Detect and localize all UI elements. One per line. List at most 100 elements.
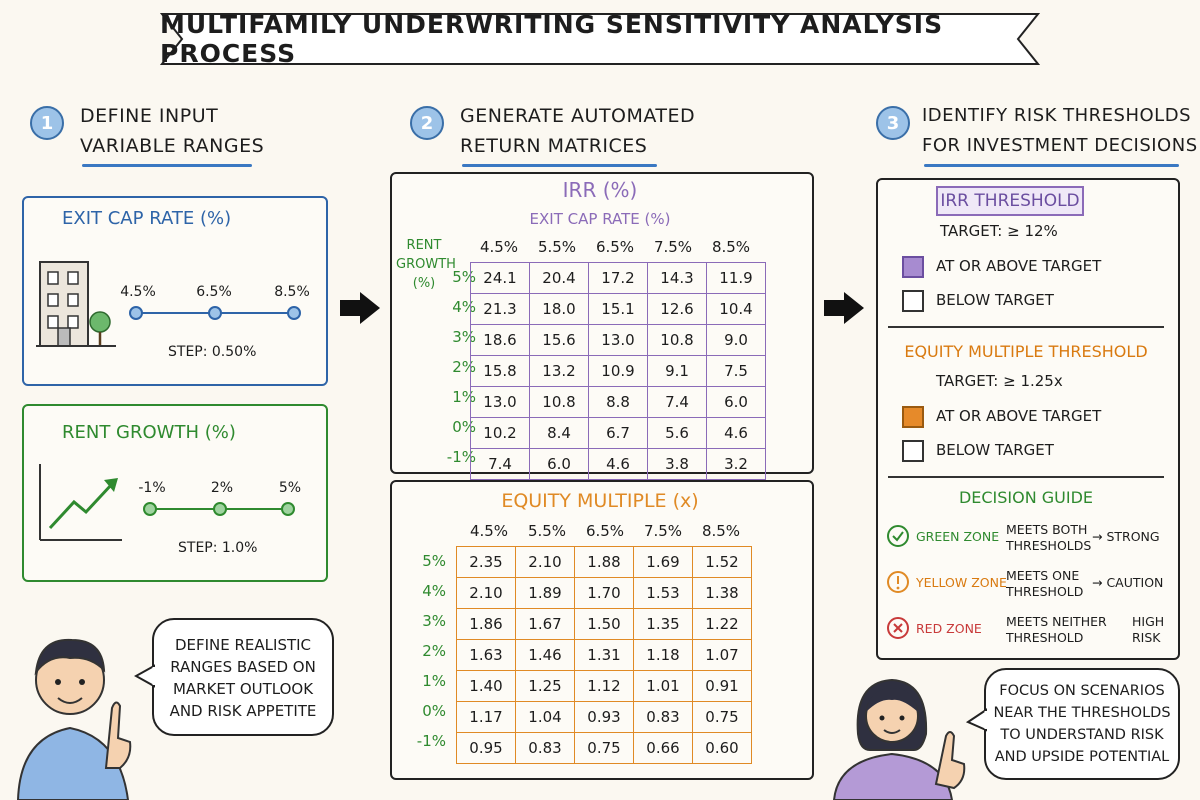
equity-cell: 1.53 — [633, 577, 693, 609]
speech-bubble-left: DEFINE REALISTIC RANGES BASED ON MARKET … — [152, 618, 334, 736]
step-1-number: 1 — [30, 106, 64, 140]
irr-threshold-title: IRR THRESHOLD — [936, 186, 1084, 216]
equity-cell: 1.50 — [574, 608, 634, 640]
step-1-underline — [82, 164, 252, 167]
red-result-2: RISK — [1132, 630, 1161, 645]
irr-cell: 11.9 — [706, 262, 766, 294]
step-2-line1: GENERATE AUTOMATED — [460, 105, 696, 127]
building-icon — [36, 261, 116, 347]
bubble-right-line1: FOCUS ON SCENARIOS — [999, 683, 1165, 699]
equity-cell: 0.83 — [515, 732, 575, 764]
man-pointing-illustration — [16, 638, 132, 800]
irr-cell: 5.6 — [647, 417, 707, 449]
equity-cell: 0.91 — [692, 670, 752, 702]
equity-cell: 1.18 — [633, 639, 693, 671]
step-2-heading: GENERATE AUTOMATED RETURN MATRICES — [460, 101, 695, 161]
step-3-heading: IDENTIFY RISK THRESHOLDS FOR INVESTMENT … — [922, 101, 1198, 161]
step-3-line1: IDENTIFY RISK THRESHOLDS — [922, 105, 1192, 126]
yellow-desc-1: MEETS ONE — [1006, 568, 1080, 583]
step-2-line2: RETURN MATRICES — [460, 135, 648, 157]
step-2-number: 2 — [410, 106, 444, 140]
equity-row-headers: 5% 4% 3% 2% 1% 0% -1% — [410, 546, 446, 756]
rent-growth-min: -1% — [138, 480, 166, 496]
speech-bubble-right: FOCUS ON SCENARIOS NEAR THE THRESHOLDS T… — [984, 668, 1180, 780]
irr-col-header: 7.5% — [653, 238, 693, 256]
irr-cell: 10.9 — [588, 355, 648, 387]
red-desc-1: MEETS NEITHER — [1006, 614, 1107, 629]
irr-cell: 15.8 — [470, 355, 530, 387]
irr-cell: 14.3 — [647, 262, 707, 294]
irr-row-header: -1% — [446, 448, 476, 466]
bubble-left-tail — [134, 664, 156, 688]
equity-cell: 1.22 — [692, 608, 752, 640]
equity-matrix-table: 2.35 2.10 1.88 1.69 1.52 2.10 1.89 1.70 1.53 1.38… — [456, 546, 752, 764]
equity-cell: 1.69 — [633, 546, 693, 578]
bubble-left-line2: RANGES BASED ON — [170, 658, 316, 676]
equity-cell: 1.63 — [456, 639, 516, 671]
irr-row-title-2: GROWTH — [396, 257, 456, 272]
green-zone-desc: MEETS BOTH THRESHOLDS — [1006, 522, 1091, 554]
bubble-left-line3: MARKET OUTLOOK — [172, 680, 314, 698]
equity-col-header: 5.5% — [527, 522, 567, 540]
equity-cell: 0.75 — [692, 701, 752, 733]
step-3-line2: FOR INVESTMENT DECISIONS — [922, 135, 1198, 156]
equity-cell: 1.70 — [574, 577, 634, 609]
table-row: 1.63 1.46 1.31 1.18 1.07 — [456, 639, 752, 671]
equity-threshold-target: TARGET: ≥ 1.25x — [936, 372, 1063, 390]
equity-cell: 0.93 — [574, 701, 634, 733]
table-row: 10.2 8.4 6.7 5.6 4.6 — [470, 417, 766, 449]
equity-cell: 1.35 — [633, 608, 693, 640]
irr-col-header: 4.5% — [479, 238, 519, 256]
equity-cell: 1.17 — [456, 701, 516, 733]
yellow-zone-desc: MEETS ONE THRESHOLD — [1006, 568, 1083, 600]
title-banner — [160, 13, 1040, 65]
red-zone-label: RED ZONE — [916, 621, 982, 636]
irr-cell: 17.2 — [588, 262, 648, 294]
table-row: 1.86 1.67 1.50 1.35 1.22 — [456, 608, 752, 640]
equity-cell: 2.10 — [456, 577, 516, 609]
irr-cell: 3.2 — [706, 448, 766, 480]
table-row: 18.6 15.6 13.0 10.8 9.0 — [470, 324, 766, 356]
step-2-underline — [462, 164, 657, 167]
equity-col-header: 7.5% — [643, 522, 683, 540]
equity-cell: 2.35 — [456, 546, 516, 578]
table-row: 24.1 20.4 17.2 14.3 11.9 — [470, 262, 766, 294]
arrow-right-icon — [340, 292, 380, 324]
decision-guide-title: DECISION GUIDE — [958, 488, 1094, 507]
check-circle-icon — [887, 525, 909, 547]
irr-threshold-target: TARGET: ≥ 12% — [940, 222, 1058, 240]
table-row: 2.35 2.10 1.88 1.69 1.52 — [456, 546, 752, 578]
irr-col-header: 6.5% — [595, 238, 635, 256]
exclamation-circle-icon — [887, 571, 909, 593]
irr-cell: 18.0 — [529, 293, 589, 325]
equity-cell: 0.60 — [692, 732, 752, 764]
rent-growth-card — [22, 404, 328, 582]
equity-row-header: 3% — [422, 612, 446, 630]
exit-cap-mid: 6.5% — [196, 284, 232, 300]
irr-col-header: 8.5% — [711, 238, 751, 256]
x-circle-icon — [887, 617, 909, 639]
equity-above-swatch — [902, 406, 924, 428]
equity-row-header: -1% — [416, 732, 446, 750]
rent-growth-slider — [143, 502, 295, 516]
irr-above-swatch — [902, 256, 924, 278]
table-row: 1.17 1.04 0.93 0.83 0.75 — [456, 701, 752, 733]
equity-cell: 1.07 — [692, 639, 752, 671]
equity-col-header: 4.5% — [469, 522, 509, 540]
equity-above-label: AT OR ABOVE TARGET — [936, 407, 1102, 425]
table-row: 7.4 6.0 4.6 3.8 3.2 — [470, 448, 766, 480]
equity-cell: 1.67 — [515, 608, 575, 640]
irr-col-title: EXIT CAP RATE (%) — [529, 210, 671, 228]
equity-row-header: 2% — [422, 642, 446, 660]
irr-cell: 10.8 — [529, 386, 589, 418]
equity-below-label: BELOW TARGET — [936, 441, 1054, 459]
irr-above-label: AT OR ABOVE TARGET — [936, 257, 1102, 275]
equity-cell: 1.38 — [692, 577, 752, 609]
irr-cell: 10.4 — [706, 293, 766, 325]
rent-growth-step: STEP: 1.0% — [178, 540, 258, 556]
equity-cell: 0.95 — [456, 732, 516, 764]
irr-cell: 6.0 — [529, 448, 589, 480]
irr-cell: 10.2 — [470, 417, 530, 449]
irr-cell: 3.8 — [647, 448, 707, 480]
equity-cell: 1.04 — [515, 701, 575, 733]
